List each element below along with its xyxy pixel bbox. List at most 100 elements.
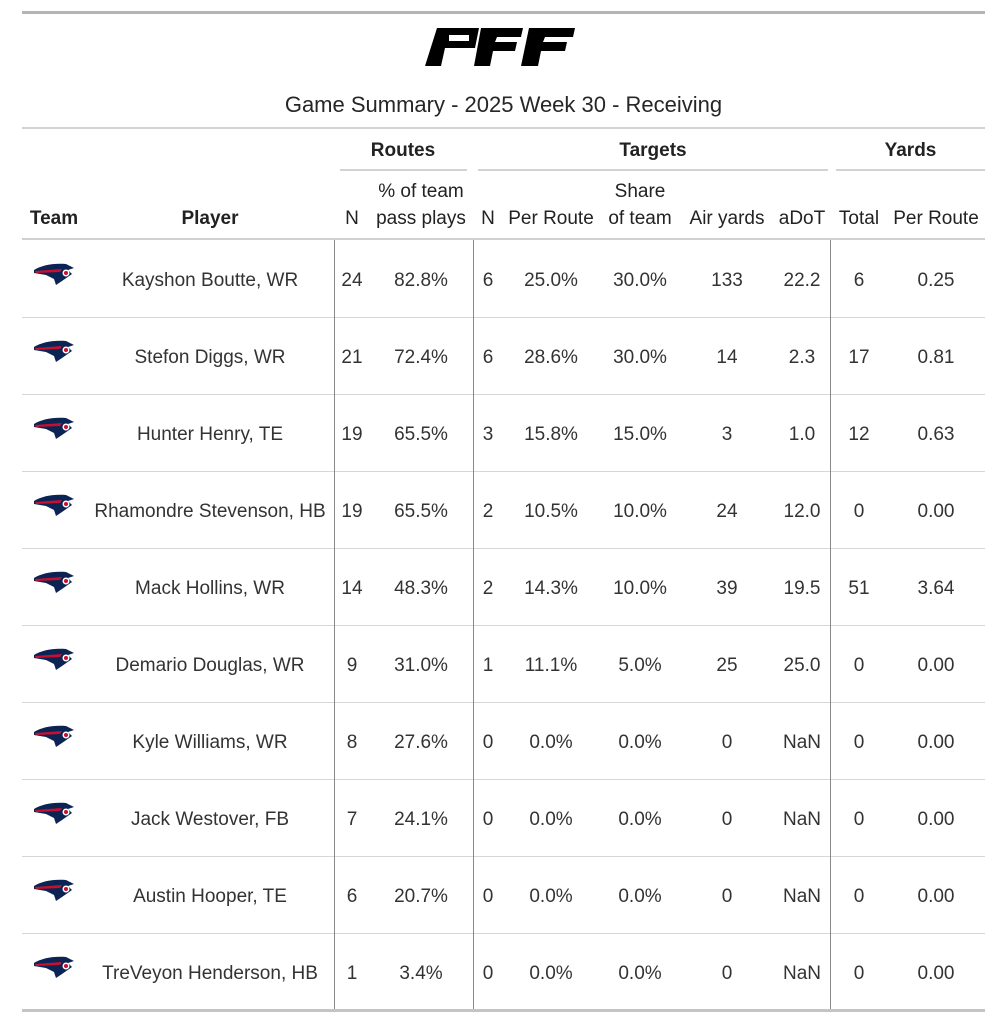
- routes-n: 1: [346, 963, 358, 984]
- spanner-targets-line: [478, 169, 828, 171]
- patriots-logo-icon: [34, 263, 74, 285]
- player-name: Stefon Diggs, WR: [134, 347, 286, 368]
- yards-total: 0: [853, 655, 865, 676]
- air-yards: 14: [716, 347, 738, 368]
- adot: NaN: [782, 809, 821, 830]
- patriots-logo-icon: [34, 494, 74, 516]
- yards-per-route: 0.00: [917, 809, 955, 830]
- routes-pct: 82.8%: [394, 270, 448, 291]
- group-divider-yards: [830, 240, 831, 1010]
- adot: NaN: [782, 886, 821, 907]
- targets-share: 15.0%: [613, 424, 667, 445]
- title-rule: [22, 127, 985, 129]
- targets-share: 30.0%: [613, 270, 667, 291]
- adot: 12.0: [783, 501, 821, 522]
- table-row: Mack Hollins, WR 14 48.3% 2 14.3% 10.0% …: [22, 549, 985, 626]
- yards-total: 51: [848, 578, 870, 599]
- col-share-line1: Share: [614, 181, 666, 202]
- patriots-logo-icon: [34, 956, 74, 978]
- col-yards-total: Total: [838, 208, 880, 229]
- yards-per-route: 3.64: [917, 578, 955, 599]
- targets-n: 0: [482, 886, 494, 907]
- patriots-logo-icon: [34, 802, 74, 824]
- targets-n: 0: [482, 963, 494, 984]
- spanner-targets: Targets: [619, 140, 687, 161]
- row-divider: [22, 933, 985, 934]
- targets-per-route: 0.0%: [529, 809, 573, 830]
- yards-per-route: 0.81: [917, 347, 955, 368]
- adot: 1.0: [788, 424, 816, 445]
- targets-per-route: 0.0%: [529, 963, 573, 984]
- col-team: Team: [29, 208, 79, 229]
- yards-total: 0: [853, 732, 865, 753]
- col-routes-pct-line2: pass plays: [376, 208, 466, 229]
- table-row: Austin Hooper, TE 6 20.7% 0 0.0% 0.0% 0 …: [22, 857, 985, 934]
- targets-per-route: 25.0%: [524, 270, 578, 291]
- yards-total: 0: [853, 886, 865, 907]
- row-divider: [22, 856, 985, 857]
- player-name: Mack Hollins, WR: [135, 578, 285, 599]
- col-air-yards: Air yards: [689, 208, 765, 229]
- targets-share: 0.0%: [618, 732, 662, 753]
- yards-total: 0: [853, 809, 865, 830]
- routes-pct: 27.6%: [394, 732, 448, 753]
- player-name: Demario Douglas, WR: [115, 655, 305, 676]
- routes-n: 21: [341, 347, 363, 368]
- routes-pct: 65.5%: [394, 424, 448, 445]
- targets-per-route: 14.3%: [524, 578, 578, 599]
- yards-total: 6: [853, 270, 865, 291]
- air-yards: 0: [721, 809, 733, 830]
- targets-n: 2: [482, 501, 494, 522]
- routes-pct: 24.1%: [394, 809, 448, 830]
- targets-n: 6: [482, 347, 494, 368]
- top-border: [22, 11, 985, 14]
- patriots-logo-icon: [34, 340, 74, 362]
- routes-n: 24: [341, 270, 363, 291]
- col-targets-n: N: [481, 208, 495, 229]
- row-divider: [22, 779, 985, 780]
- player-name: Rhamondre Stevenson, HB: [94, 501, 326, 522]
- targets-per-route: 10.5%: [524, 501, 578, 522]
- col-adot: aDoT: [778, 208, 826, 229]
- targets-per-route: 0.0%: [529, 886, 573, 907]
- player-name: Austin Hooper, TE: [133, 886, 287, 907]
- col-share-line2: of team: [608, 208, 672, 229]
- player-name: TreVeyon Henderson, HB: [102, 963, 318, 984]
- pff-logo: [425, 28, 575, 66]
- targets-share: 5.0%: [618, 655, 662, 676]
- row-divider: [22, 702, 985, 703]
- yards-per-route: 0.00: [917, 655, 955, 676]
- row-divider: [22, 317, 985, 318]
- air-yards: 133: [711, 270, 743, 291]
- targets-share: 10.0%: [613, 501, 667, 522]
- routes-n: 19: [341, 424, 363, 445]
- table-title: Game Summary - 2025 Week 30 - Receiving: [284, 92, 723, 117]
- targets-n: 0: [482, 732, 494, 753]
- targets-share: 0.0%: [618, 809, 662, 830]
- spanner-routes: Routes: [370, 140, 436, 161]
- targets-per-route: 15.8%: [524, 424, 578, 445]
- targets-share: 0.0%: [618, 886, 662, 907]
- routes-pct: 48.3%: [394, 578, 448, 599]
- routes-pct: 20.7%: [394, 886, 448, 907]
- routes-n: 7: [346, 809, 358, 830]
- targets-n: 0: [482, 809, 494, 830]
- table-row: Stefon Diggs, WR 21 72.4% 6 28.6% 30.0% …: [22, 318, 985, 395]
- header-rule: [22, 238, 985, 240]
- adot: NaN: [782, 732, 821, 753]
- col-routes-pct-line1: % of team: [378, 181, 464, 202]
- air-yards: 24: [716, 501, 738, 522]
- targets-n: 2: [482, 578, 494, 599]
- col-targets-per-route: Per Route: [508, 208, 594, 229]
- adot: 19.5: [783, 578, 821, 599]
- adot: NaN: [782, 963, 821, 984]
- table-row: Demario Douglas, WR 9 31.0% 1 11.1% 5.0%…: [22, 626, 985, 703]
- yards-per-route: 0.25: [917, 270, 955, 291]
- col-yards-per-route: Per Route: [893, 208, 979, 229]
- patriots-logo-icon: [34, 648, 74, 670]
- col-routes-n: N: [345, 208, 359, 229]
- targets-per-route: 28.6%: [524, 347, 578, 368]
- routes-pct: 31.0%: [394, 655, 448, 676]
- group-divider-targets: [473, 240, 474, 1010]
- yards-total: 0: [853, 501, 865, 522]
